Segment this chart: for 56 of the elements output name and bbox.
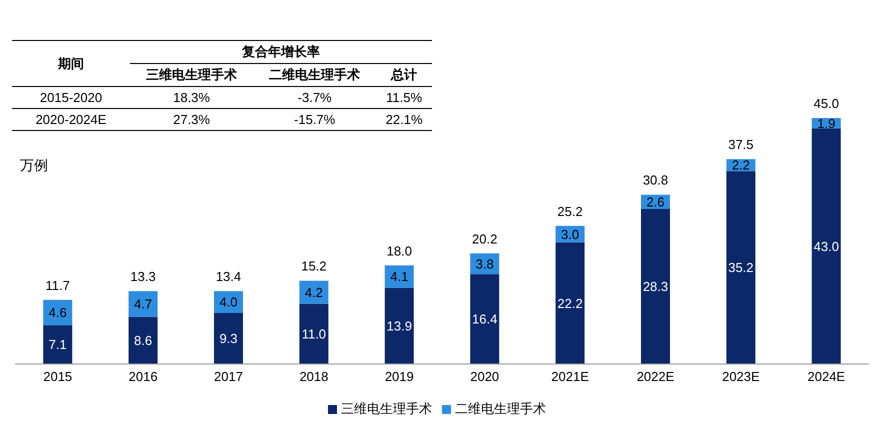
data-label: 4.0 [219, 294, 238, 310]
data-label: 11.0 [302, 326, 326, 342]
data-label: 7.1 [48, 337, 67, 352]
x-tick-label: 2018 [299, 369, 328, 384]
x-tick-label: 2022E [636, 369, 675, 384]
x-tick-label: 2017 [214, 369, 243, 384]
data-label: 8.6 [134, 333, 152, 348]
data-label: 35.2 [728, 260, 754, 276]
total-label: 13.3 [130, 269, 156, 284]
total-label: 45.0 [814, 96, 839, 111]
total-label: 20.2 [472, 231, 498, 246]
text: 三维电生理手术 [145, 66, 238, 84]
total-label: 11.7 [46, 278, 70, 293]
data-label: 2.2 [732, 158, 750, 173]
data-label: 4.6 [48, 305, 67, 320]
annotation: 22.1% [384, 111, 424, 129]
legend-label: 二维电生理手术 [455, 401, 546, 416]
text: 总计 [390, 66, 418, 84]
data-label: 4.1 [390, 269, 408, 284]
data-label: 22.2 [557, 296, 583, 311]
x-tick-label: 2020 [470, 369, 500, 384]
data-label: 4.7 [134, 296, 152, 312]
data-label: 3.0 [561, 226, 580, 242]
text: 2015-2020 [38, 89, 104, 107]
text: 11.5% [385, 89, 424, 107]
annotation: 27.3% [172, 111, 211, 129]
x-tick-label: 2015 [43, 369, 72, 384]
data-label: 13.9 [386, 318, 412, 334]
data-label: 28.3 [642, 279, 668, 294]
data-label: 2.6 [646, 194, 665, 210]
x-tick-label: 2024E [808, 369, 846, 384]
total-label: 15.2 [301, 258, 327, 274]
annotation: 2020-2024E [34, 111, 108, 129]
x-tick-label: 2023E [722, 369, 760, 384]
total-label: 25.2 [557, 204, 583, 219]
text: 期间 [12, 40, 130, 86]
annotation: -15.7% [293, 111, 336, 129]
data-label: 4.2 [304, 284, 323, 300]
legend-label: 三维电生理手术 [341, 401, 432, 416]
x-tick-label: 2016 [128, 369, 158, 384]
total-label: 30.8 [642, 172, 668, 188]
total-label: 18.0 [386, 243, 412, 258]
data-label: 16.4 [472, 312, 498, 327]
x-tick-label: 2019 [384, 369, 414, 384]
text: -3.7% [296, 89, 333, 107]
data-label: 43.0 [814, 238, 839, 254]
text: 复合年增长率 [130, 40, 432, 64]
total-label: 37.5 [728, 137, 754, 152]
data-label: 3.8 [476, 256, 494, 272]
text: 二维电生理手术 [268, 66, 362, 84]
data-label: 9.3 [219, 331, 238, 346]
text: 18.3% [172, 89, 211, 107]
y-axis-title: 万例 [20, 157, 48, 175]
data-label: 1.9 [817, 116, 836, 131]
total-label: 13.4 [216, 269, 242, 284]
x-tick-label: 2021E [551, 369, 590, 384]
